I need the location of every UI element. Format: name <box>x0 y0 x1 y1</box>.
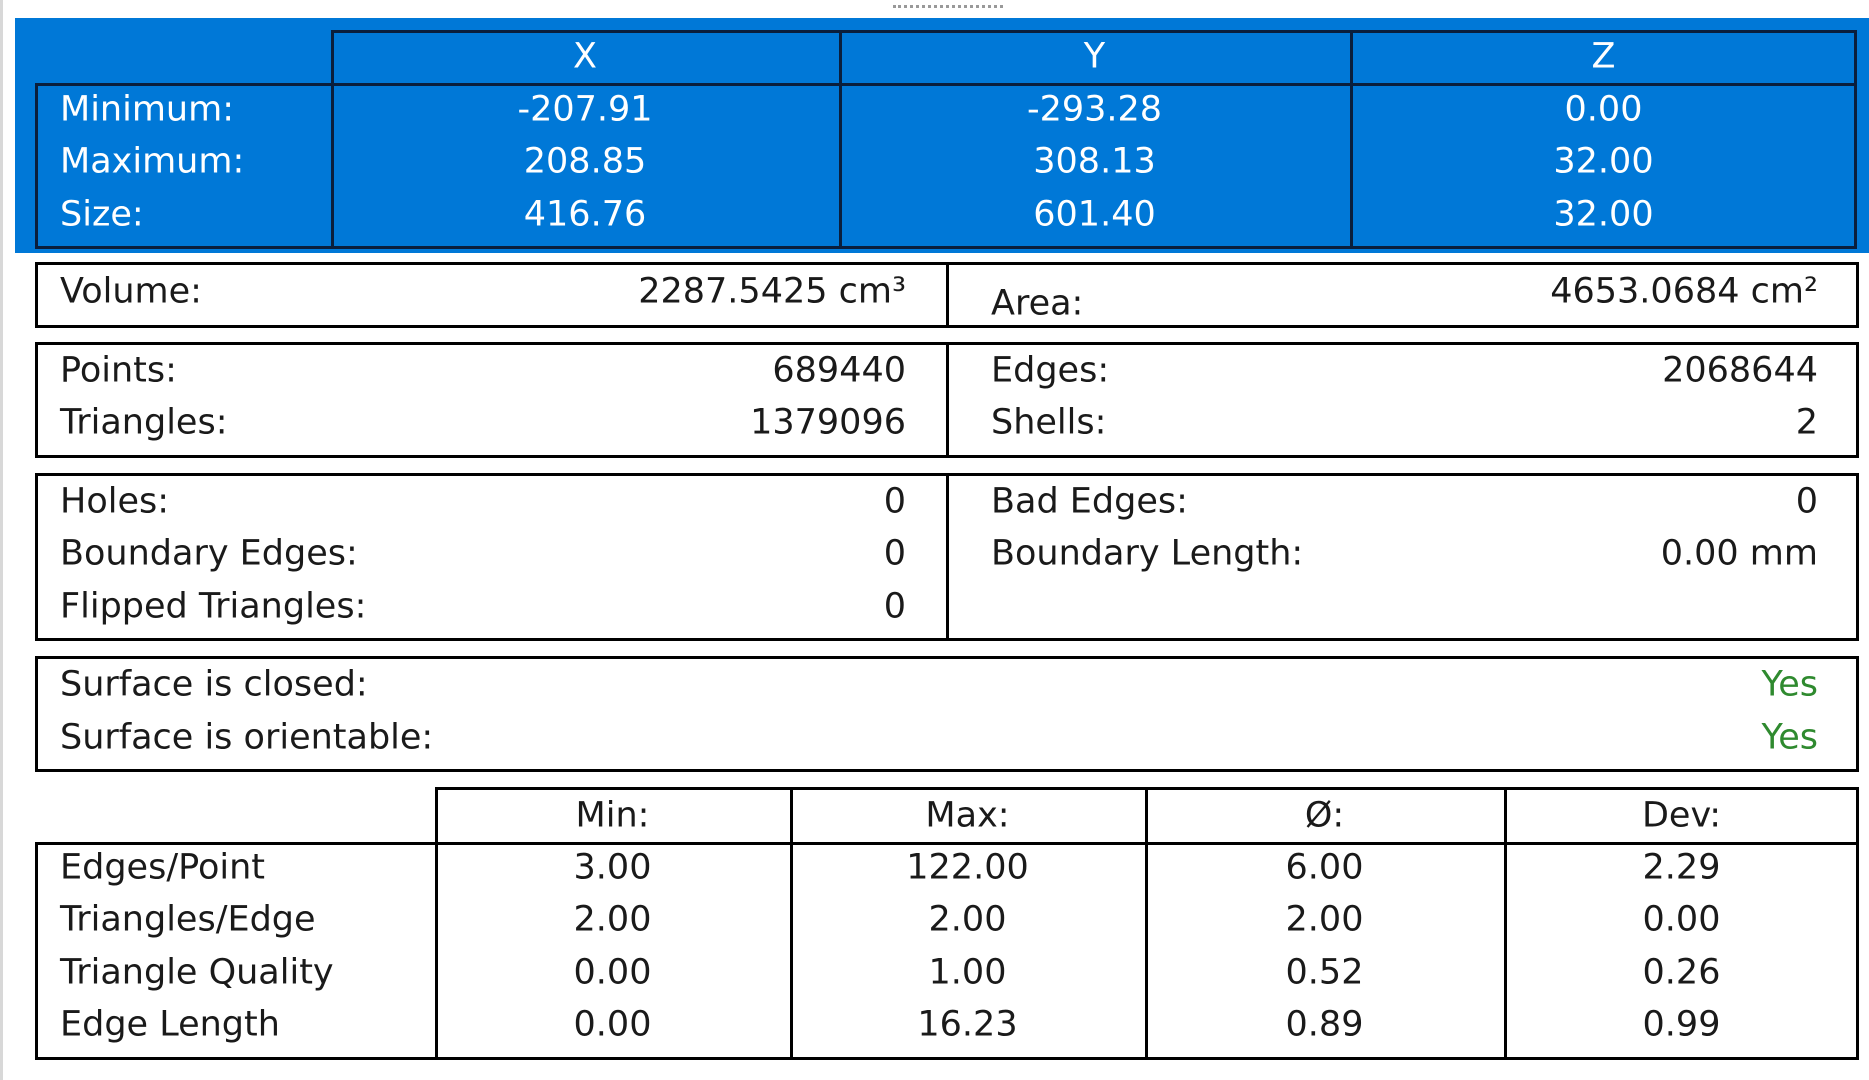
label: Points: <box>60 350 177 391</box>
divider <box>839 30 842 249</box>
label: Maximum: <box>60 141 245 182</box>
label: Holes: <box>60 481 170 522</box>
divider <box>435 842 438 1060</box>
divider <box>790 787 793 1060</box>
label: 0.00 <box>573 1004 652 1045</box>
group-box <box>35 842 1859 1060</box>
label: Triangle Quality <box>60 952 334 993</box>
label: 0.26 <box>1642 952 1721 993</box>
label: Edges: <box>991 350 1110 391</box>
label: Bad Edges: <box>991 481 1188 522</box>
label: Boundary Edges: <box>60 533 358 574</box>
label: -207.91 <box>517 89 653 130</box>
label: 0 <box>883 586 906 627</box>
label: 6.00 <box>1285 847 1364 888</box>
label: 1.00 <box>928 952 1007 993</box>
label: 0 <box>883 533 906 574</box>
label: 16.23 <box>917 1004 1018 1045</box>
label: 0 <box>1795 481 1818 522</box>
label: 2.00 <box>928 899 1007 940</box>
label: 3.00 <box>573 847 652 888</box>
bounding-box-panel <box>15 18 1869 253</box>
label: 0 <box>883 481 906 522</box>
label: 0.00 mm <box>1660 533 1818 574</box>
label: Max: <box>925 795 1010 836</box>
label: 0.89 <box>1285 1004 1364 1045</box>
label: 122.00 <box>906 847 1029 888</box>
label: Boundary Length: <box>991 533 1304 574</box>
label: Yes <box>1761 717 1819 758</box>
resize-handle[interactable] <box>893 0 1003 8</box>
label: Triangles: <box>60 402 228 443</box>
label: 601.40 <box>1033 194 1156 235</box>
label: Edge Length <box>60 1004 280 1045</box>
label: Z <box>1591 36 1616 77</box>
label: 1379096 <box>750 402 906 443</box>
label: 2068644 <box>1662 350 1818 391</box>
label: Minimum: <box>60 89 234 130</box>
label: 416.76 <box>523 194 647 235</box>
label: Ø: <box>1304 795 1345 836</box>
divider <box>331 83 334 249</box>
label: 2287.5425 cm³ <box>638 271 906 312</box>
divider <box>1350 30 1353 249</box>
divider <box>946 473 949 641</box>
divider <box>946 262 949 328</box>
divider <box>946 342 949 458</box>
label: 0.00 <box>1564 89 1643 130</box>
label: 0.00 <box>1642 899 1721 940</box>
label: Surface is orientable: <box>60 717 434 758</box>
label: 308.13 <box>1033 141 1156 182</box>
label: Dev: <box>1641 795 1722 836</box>
label: Shells: <box>991 402 1107 443</box>
label: 0.99 <box>1642 1004 1721 1045</box>
label: 689440 <box>772 350 906 391</box>
label: 0.52 <box>1285 952 1364 993</box>
label: X <box>573 36 597 77</box>
label: 2 <box>1795 402 1818 443</box>
label: -293.28 <box>1026 89 1163 130</box>
group-box <box>35 656 1859 772</box>
label: Triangles/Edge <box>60 899 316 940</box>
bbox-body-box <box>35 83 1857 249</box>
label: 208.85 <box>523 141 647 182</box>
label: Min: <box>575 795 650 836</box>
label: 0.00 <box>573 952 652 993</box>
label: Y <box>1083 36 1106 77</box>
label: Yes <box>1761 664 1819 705</box>
label: 2.00 <box>1285 899 1364 940</box>
label: 32.00 <box>1553 194 1654 235</box>
label: 32.00 <box>1553 141 1654 182</box>
label: Edges/Point <box>60 847 266 888</box>
divider <box>1145 787 1148 1060</box>
label: Area: <box>991 283 1084 324</box>
label: 2.00 <box>573 899 652 940</box>
label: Surface is closed: <box>60 664 368 705</box>
label: 2.29 <box>1642 847 1721 888</box>
label: 4653.0684 cm² <box>1550 271 1818 312</box>
label: Size: <box>60 194 144 235</box>
label: Volume: <box>60 271 202 312</box>
divider <box>1504 787 1507 1060</box>
label: Flipped Triangles: <box>60 586 367 627</box>
